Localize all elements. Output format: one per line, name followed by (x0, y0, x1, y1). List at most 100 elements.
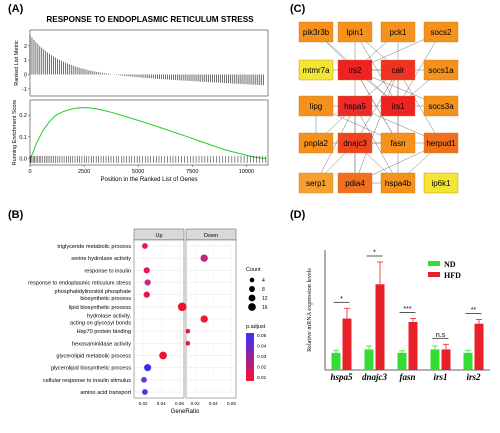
network-node-label: socs2 (431, 28, 452, 37)
network-node (380, 132, 416, 154)
bar (441, 349, 451, 370)
network-node-label: calr (392, 66, 405, 75)
x-tick-label: 2500 (78, 169, 90, 175)
bar (408, 322, 418, 370)
size-legend-label: 12 (262, 296, 268, 302)
network-node (423, 21, 459, 43)
x-tick-label: 0.04 (209, 401, 218, 406)
network-node-label: herpud1 (426, 139, 456, 148)
network-node (423, 95, 459, 117)
panel-a-gsea-plot: RESPONSE TO ENDOPLASMIC RETICULUM STRESS… (12, 15, 269, 183)
network-edge (354, 31, 399, 107)
network-node (380, 172, 416, 194)
bar (364, 349, 374, 370)
color-legend-bar (246, 333, 254, 381)
bar (331, 352, 341, 370)
network-edge (354, 69, 399, 144)
network-node (337, 59, 373, 81)
dot-point (143, 267, 150, 274)
category-label: hspa5 (330, 372, 353, 382)
category-label: Hsp70 protein binding (77, 329, 131, 335)
network-node-label: fasn (390, 139, 405, 148)
network-edge (397, 69, 442, 144)
network-edge (354, 105, 399, 184)
size-legend-dot (248, 294, 256, 302)
network-node (298, 95, 334, 117)
network-node-label: serp1 (306, 179, 327, 188)
network-node (298, 21, 334, 43)
category-label: response to endoplasmic reticulum stress (28, 281, 131, 287)
bar (375, 284, 385, 370)
dot-point (159, 351, 167, 360)
es-y-tick-label: 0.0 (19, 157, 27, 163)
network-node-label: lpin1 (347, 28, 364, 37)
network-edge (354, 69, 399, 184)
facet-label: Up (155, 233, 162, 239)
x-tick-label: 0.02 (191, 401, 200, 406)
dot-point (143, 291, 150, 298)
metric-y-tick-label: 1 (24, 58, 27, 64)
network-node (380, 21, 416, 43)
significance-label: * (340, 296, 343, 303)
network-node (380, 59, 416, 81)
color-legend-title: p.adjust (246, 324, 266, 330)
x-tick-label: 0 (28, 169, 31, 175)
es-y-tick-label: 0.2 (19, 113, 27, 119)
size-legend-label: 4 (262, 278, 265, 284)
category-label: triglyceride metabolic process (57, 244, 131, 250)
legend-label: HFD (444, 271, 461, 280)
x-tick-label: 0.04 (157, 401, 166, 406)
panel-label-d: (D) (290, 209, 306, 221)
legend-swatch (428, 261, 440, 266)
size-legend-dot (249, 277, 255, 283)
network-node (337, 172, 373, 194)
dot-point (177, 302, 187, 312)
dot-point (144, 364, 152, 372)
network-node (423, 59, 459, 81)
size-legend-title: Count (246, 267, 261, 273)
category-label: dnajc3 (362, 372, 388, 382)
es-frame (29, 99, 269, 166)
network-node-label: pdia4 (345, 179, 365, 188)
size-legend-label: 16 (262, 305, 268, 311)
x-axis-label: GeneRatio (171, 409, 200, 415)
network-node-label: hspa5 (344, 102, 366, 111)
network-node-label: lipg (310, 102, 322, 111)
network-node-label: hspa4b (385, 179, 412, 188)
color-legend-label: 0.04 (257, 344, 267, 350)
network-node (337, 95, 373, 117)
significance-label: n.s (436, 332, 446, 339)
category-label: biosynthetic process (80, 296, 131, 302)
metric-y-tick-label: 0 (24, 72, 27, 78)
dot-point (185, 328, 191, 334)
x-tick-label: 10000 (239, 169, 254, 175)
category-label: glycerolipid metabolic process (56, 354, 131, 360)
network-node (423, 132, 459, 154)
network-node-label: ip6k1 (431, 179, 451, 188)
legend-swatch (428, 272, 440, 277)
facet-label: Down (204, 233, 218, 239)
bar (397, 352, 407, 370)
category-label: cellular response to insulin stimulus (43, 378, 131, 384)
network-node-label: mtmr7a (302, 66, 330, 75)
metric-frame (29, 29, 269, 97)
panel-c-network: pik3r3b lpin1 pck1 socs2 mtmr7a irs2 calr socs1… (298, 21, 459, 194)
network-node (337, 21, 373, 43)
bar (430, 349, 440, 370)
dot-point (200, 254, 208, 262)
category-label: fasn (399, 372, 415, 382)
network-node-label: socs1a (428, 66, 454, 75)
x-tick-label: 7500 (186, 169, 198, 175)
dot-point (200, 315, 208, 323)
panel-label-b: (B) (8, 209, 24, 221)
size-legend-label: 8 (262, 287, 265, 293)
network-node (337, 132, 373, 154)
x-tick-label: 5000 (132, 169, 144, 175)
category-label: serine hydrolase activity (71, 256, 131, 262)
network-node-label: socs3a (428, 102, 454, 111)
category-label: response to insulin (84, 268, 131, 274)
size-legend-dot (248, 303, 256, 311)
network-edge (315, 105, 356, 184)
category-label: irs1 (433, 372, 447, 382)
